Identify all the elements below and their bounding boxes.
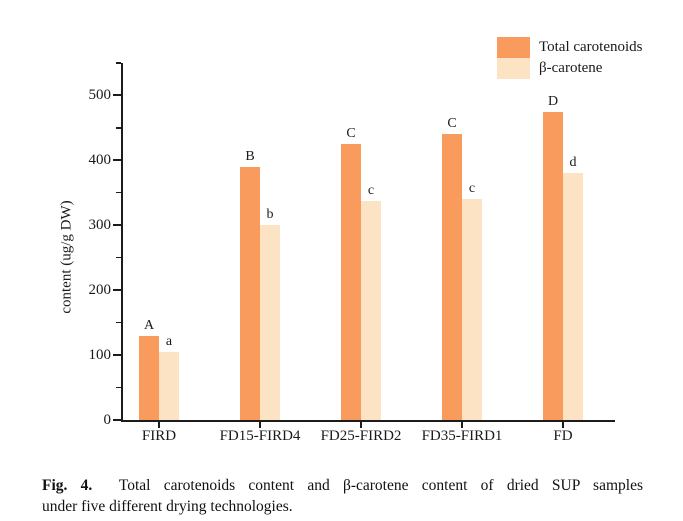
bar-beta-carotene-fd15-fird4	[260, 225, 280, 420]
y-tick-label: 400	[88, 152, 112, 169]
caption-label: Fig. 4.	[42, 477, 93, 494]
figure-caption: Fig. 4. Total carotenoids content and β-…	[42, 476, 643, 517]
legend-item-beta-carotene: β-carotene	[497, 58, 643, 79]
y-minor-tick	[116, 191, 121, 194]
legend: Total carotenoids β-carotene	[497, 37, 643, 79]
x-tick	[158, 422, 160, 428]
bar-beta-carotene-fd	[563, 173, 583, 420]
sig-letter-beta-carotene-fd: d	[569, 155, 577, 171]
y-minor-tick	[116, 62, 121, 64]
bar-total-carotenoids-fd35-fird1	[442, 134, 462, 420]
y-major-tick	[113, 159, 121, 162]
sig-letter-beta-carotene-fird: a	[165, 333, 173, 349]
x-category-label: FD35-FIRD1	[421, 428, 503, 444]
y-minor-tick	[116, 321, 121, 324]
bar-beta-carotene-fd25-fird2	[361, 201, 381, 420]
y-minor-tick	[116, 256, 121, 259]
x-tick	[360, 422, 362, 428]
sig-letter-total-carotenoids-fd: D	[547, 93, 559, 109]
y-tick-label: 300	[88, 217, 112, 234]
bar-total-carotenoids-fird	[139, 335, 159, 420]
bar-total-carotenoids-fd15-fird4	[240, 166, 260, 420]
y-tick-label: 0	[103, 412, 112, 428]
sig-letter-total-carotenoids-fird: A	[143, 317, 155, 333]
legend-swatch-total-carotenoids	[497, 37, 530, 58]
y-major-tick	[113, 419, 121, 421]
y-major-tick	[113, 289, 121, 292]
x-tick	[259, 422, 261, 428]
y-tick-label: 500	[88, 87, 112, 104]
legend-item-total-carotenoids: Total carotenoids	[497, 37, 643, 58]
x-category-label: FD15-FIRD4	[219, 428, 301, 444]
bar-beta-carotene-fird	[159, 351, 179, 420]
sig-letter-total-carotenoids-fd35-fird1: C	[447, 116, 457, 132]
x-tick	[562, 422, 564, 428]
y-major-tick	[113, 94, 121, 97]
sig-letter-total-carotenoids-fd15-fird4: B	[245, 148, 255, 164]
y-minor-tick	[116, 126, 121, 129]
sig-letter-beta-carotene-fd15-fird4: b	[266, 207, 274, 223]
sig-letter-total-carotenoids-fd25-fird2: C	[346, 126, 356, 142]
x-category-label: FD25-FIRD2	[320, 428, 402, 444]
bar-total-carotenoids-fd25-fird2	[341, 144, 361, 420]
legend-label-beta-carotene: β-carotene	[539, 60, 603, 76]
caption-text-1: Total carotenoids content and β-carotene…	[118, 477, 643, 494]
bar-total-carotenoids-fd	[543, 111, 563, 420]
bar-beta-carotene-fd35-fird1	[462, 199, 482, 420]
y-tick-label: 200	[88, 282, 112, 299]
legend-label-total-carotenoids: Total carotenoids	[539, 39, 643, 55]
legend-swatch-beta-carotene	[497, 58, 530, 79]
x-tick	[461, 422, 463, 428]
x-category-label: FIRD	[141, 428, 177, 444]
sig-letter-beta-carotene-fd35-fird1: c	[468, 181, 476, 197]
caption-line-2: under five different drying technologies…	[42, 497, 643, 518]
y-minor-tick	[116, 386, 121, 389]
x-category-label: FD	[553, 428, 573, 444]
y-tick-label: 100	[88, 347, 112, 364]
caption-line-1: Fig. 4. Total carotenoids content and β-…	[42, 476, 643, 497]
caption-text-2: under five different drying technologies…	[42, 497, 293, 515]
y-major-tick	[113, 354, 121, 357]
y-major-tick	[113, 224, 121, 227]
sig-letter-beta-carotene-fd25-fird2: c	[367, 183, 375, 199]
